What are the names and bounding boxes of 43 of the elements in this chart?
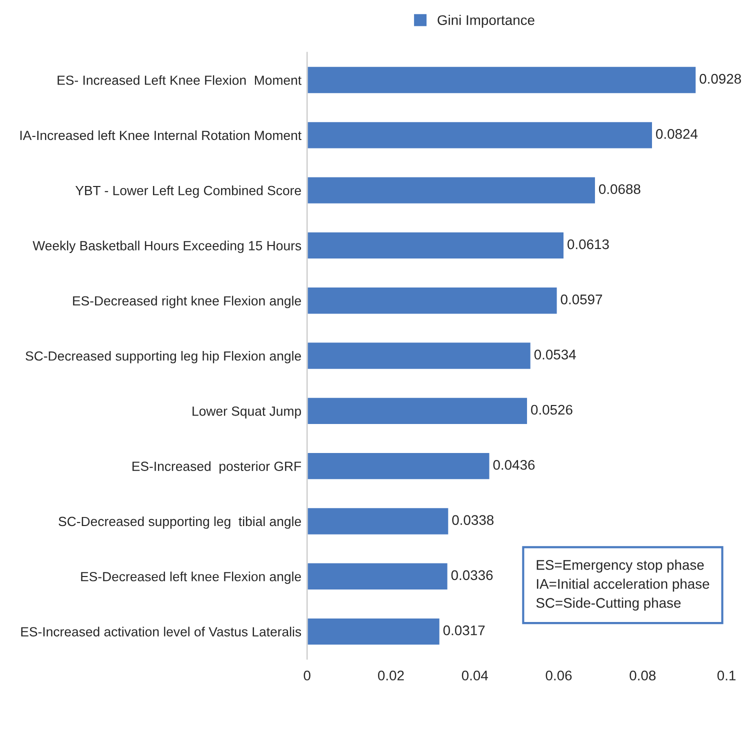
- y-tick-label: Lower Squat Jump: [192, 406, 301, 418]
- data-label: 0.0338: [452, 515, 494, 525]
- x-tick-label: 0.06: [546, 670, 572, 680]
- y-tick-label: IA-Increased left Knee Internal Rotation Moment: [20, 130, 302, 140]
- y-tick-label: ES-Decreased left knee Flexion angle: [81, 572, 301, 584]
- bar: [307, 286, 558, 316]
- x-tick-label: 0.1: [717, 670, 736, 680]
- bar: [307, 452, 491, 481]
- annotation: SC=Side-Cutting phase: [536, 598, 681, 611]
- y-tick-label: ES-Decreased right knee Flexion angle: [73, 296, 301, 308]
- legend-label: Gini Importance: [438, 14, 534, 28]
- data-label: 0.0597: [560, 294, 602, 304]
- annotation: IA=Initial acceleration phase: [536, 578, 710, 592]
- x-tick-label: 0.04: [462, 670, 488, 680]
- data-label: 0.0336: [451, 570, 493, 580]
- bar: [307, 120, 654, 150]
- data-label: 0.0613: [568, 239, 609, 250]
- x-tick-label: 0.08: [630, 670, 656, 680]
- data-label: 0.0928: [700, 74, 741, 84]
- x-tick-label: 0: [304, 670, 310, 680]
- y-tick-label: ES-Increased activation level of Vastus Lateralis: [21, 626, 302, 636]
- bar: [307, 506, 450, 536]
- data-label: 0.0526: [531, 404, 572, 415]
- bar: [307, 396, 528, 426]
- y-tick-label: ES- Increased Left Knee Flexion Moment: [58, 75, 302, 85]
- data-label: 0.0317: [443, 625, 485, 636]
- bar: [307, 176, 596, 205]
- data-label: 0.0688: [598, 184, 640, 194]
- annotation: ES=Emergency stop phase: [536, 560, 704, 573]
- y-tick-label: YBT - Lower Left Leg Combined Score: [75, 186, 301, 198]
- y-tick-label: Weekly Basketball Hours Exceeding 15 Hours: [32, 240, 302, 253]
- data-label: 0.0436: [493, 460, 535, 470]
- y-tick-label: SC-Decreased supporting leg hip Flexion angle: [26, 350, 301, 364]
- data-label: 0.0534: [534, 350, 576, 360]
- bar: [307, 341, 532, 370]
- y-tick-label: SC-Decreased supporting leg tibial angle: [58, 516, 301, 529]
- bar: [307, 617, 441, 646]
- bar: [307, 230, 565, 260]
- data-label: 0.0824: [656, 129, 698, 139]
- bar: [307, 66, 698, 94]
- bar: [307, 562, 449, 591]
- x-tick-label: 0.02: [378, 670, 404, 680]
- y-tick-label: ES-Increased posterior GRF: [132, 461, 302, 474]
